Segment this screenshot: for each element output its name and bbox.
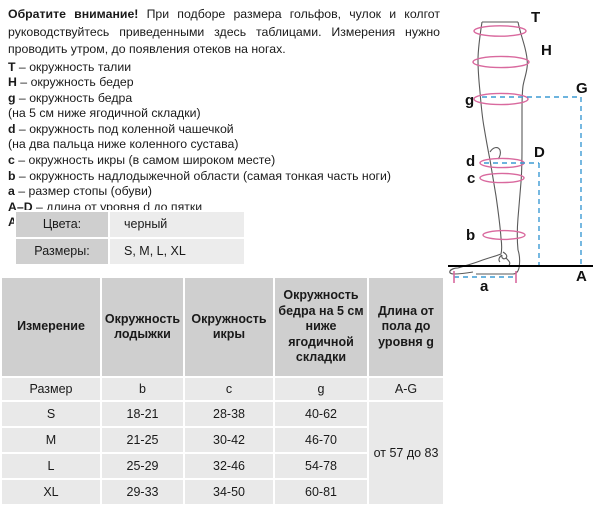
cell-b-xl: 29-33 bbox=[100, 478, 185, 506]
col-header-floor-to-g-length: Длина от пола до уровня g bbox=[367, 276, 445, 378]
table-row: M 21-25 30-42 46-70 bbox=[0, 426, 444, 454]
cell-b-s: 18-21 bbox=[100, 400, 185, 428]
leg-measurement-diagram: T H G g D d c b a A bbox=[440, 0, 606, 292]
intro-paragraph: Обратите внимание! При подборе размера г… bbox=[8, 6, 440, 59]
table-row: Цвета: черный bbox=[14, 210, 246, 239]
legend-text-c: – окружность икры (в самом широком месте… bbox=[14, 153, 276, 168]
cell-c-s: 28-38 bbox=[183, 400, 275, 428]
col-header-calf-circumference: Окружность икры bbox=[183, 276, 275, 378]
legend-item-T: T – окружность талии bbox=[8, 60, 440, 76]
legend-symbol-T: T bbox=[8, 59, 16, 74]
subheader-ag: A-G bbox=[367, 376, 445, 402]
legend-symbol-g: g bbox=[8, 90, 16, 105]
legend-text-d: – окружность под коленной чашечкой bbox=[15, 121, 234, 136]
measurement-rings-group bbox=[472, 25, 530, 241]
legend-text-b: – окружность надлодыжечной области (сама… bbox=[15, 168, 392, 183]
ring-T-waist bbox=[473, 25, 527, 37]
label-T: T bbox=[531, 9, 540, 26]
cell-c-xl: 34-50 bbox=[183, 478, 275, 506]
subheader-c: c bbox=[183, 376, 275, 402]
ring-b-ankle bbox=[482, 229, 526, 241]
table-header-row: Измерение Окружность лодыжки Окружность … bbox=[0, 276, 445, 378]
legend-symbol-c: c bbox=[8, 153, 15, 168]
legend-item-H: H – окружность бедер bbox=[8, 75, 440, 91]
legend-text-d-note: (на два пальца ниже коленного сустава) bbox=[8, 137, 239, 152]
cell-g-m: 46-70 bbox=[273, 426, 369, 454]
attr-value-colors: черный bbox=[108, 210, 246, 239]
legend-note-g: (на 5 см ниже ягодичной складки) bbox=[8, 106, 440, 122]
col-header-measurement: Измерение bbox=[0, 276, 102, 378]
cell-size-xl: XL bbox=[0, 478, 102, 506]
label-b: b bbox=[466, 227, 475, 244]
legend-symbol-a: a bbox=[8, 184, 15, 199]
label-D: D bbox=[534, 144, 545, 161]
attr-value-sizes: S, M, L, XL bbox=[108, 237, 246, 266]
table-row: Размеры: S, M, L, XL bbox=[14, 237, 246, 266]
cell-g-s: 40-62 bbox=[273, 400, 369, 428]
cell-c-m: 30-42 bbox=[183, 426, 275, 454]
measurement-legend-list: T – окружность талии H – окружность беде… bbox=[8, 60, 440, 232]
legend-text-a: – размер стопы (обуви) bbox=[14, 184, 152, 199]
ring-c-calf bbox=[479, 172, 525, 184]
legend-note-d: (на два пальца ниже коленного сустава) bbox=[8, 137, 440, 153]
legend-text-g: – окружность бедра bbox=[15, 90, 133, 105]
label-c: c bbox=[467, 170, 475, 187]
label-G: G bbox=[576, 80, 588, 97]
size-measurement-table: Измерение Окружность лодыжки Окружность … bbox=[0, 276, 445, 506]
product-attributes-table: Цвета: черный Размеры: S, M, L, XL bbox=[14, 210, 246, 266]
attr-label-sizes: Размеры: bbox=[14, 237, 110, 266]
label-a: a bbox=[480, 278, 489, 292]
ring-H-hip bbox=[472, 55, 530, 69]
foot-length-ticks bbox=[453, 271, 517, 283]
label-A: A bbox=[576, 268, 587, 285]
attr-label-colors: Цвета: bbox=[14, 210, 110, 239]
legend-symbol-b: b bbox=[8, 168, 16, 183]
legend-symbol-d: d bbox=[8, 121, 16, 136]
ring-g-thigh bbox=[473, 92, 529, 106]
legend-item-b: b – окружность надлодыжечной области (са… bbox=[8, 169, 440, 185]
intro-body: При подборе размера гольфов, чулок и кол… bbox=[8, 7, 440, 56]
subheader-size: Размер bbox=[0, 376, 102, 402]
legend-item-g: g – окружность бедра bbox=[8, 91, 440, 107]
cell-b-l: 25-29 bbox=[100, 452, 185, 480]
guide-lines-group bbox=[454, 96, 582, 278]
cell-g-l: 54-78 bbox=[273, 452, 369, 480]
cell-g-xl: 60-81 bbox=[273, 478, 369, 506]
cell-size-m: M bbox=[0, 426, 102, 454]
cell-size-s: S bbox=[0, 400, 102, 428]
col-header-thigh-circumference: Окружность бедра на 5 см ниже ягодичной … bbox=[273, 276, 369, 378]
legend-item-c: c – окружность икры (в самом широком мес… bbox=[8, 153, 440, 169]
col-header-ankle-circumference: Окружность лодыжки bbox=[100, 276, 185, 378]
subheader-b: b bbox=[100, 376, 185, 402]
leg-outline-icon bbox=[449, 21, 528, 275]
label-d: d bbox=[466, 153, 475, 170]
cell-b-m: 21-25 bbox=[100, 426, 185, 454]
legend-symbol-H: H bbox=[8, 75, 17, 90]
label-g: g bbox=[465, 92, 474, 109]
label-H: H bbox=[541, 42, 552, 59]
intro-lead: Обратите внимание! bbox=[8, 7, 139, 21]
table-row: L 25-29 32-46 54-78 bbox=[0, 452, 444, 480]
legend-item-a: a – размер стопы (обуви) bbox=[8, 184, 440, 200]
cell-ag-merged: от 57 до 83 bbox=[367, 400, 445, 506]
cell-c-l: 32-46 bbox=[183, 452, 275, 480]
cell-size-l: L bbox=[0, 452, 102, 480]
legend-text-T: – окружность талии bbox=[15, 59, 132, 74]
legend-text-H: – окружность бедер bbox=[16, 75, 134, 90]
subheader-g: g bbox=[273, 376, 369, 402]
legend-text-g-note: (на 5 см ниже ягодичной складки) bbox=[8, 106, 201, 121]
legend-item-d: d – окружность под коленной чашечкой bbox=[8, 122, 440, 138]
table-subheader-row: Размер b c g A-G bbox=[0, 376, 445, 402]
intro-block: Обратите внимание! При подборе размера г… bbox=[8, 6, 440, 231]
table-row: S 18-21 28-38 40-62 от 57 до 83 bbox=[0, 400, 445, 506]
